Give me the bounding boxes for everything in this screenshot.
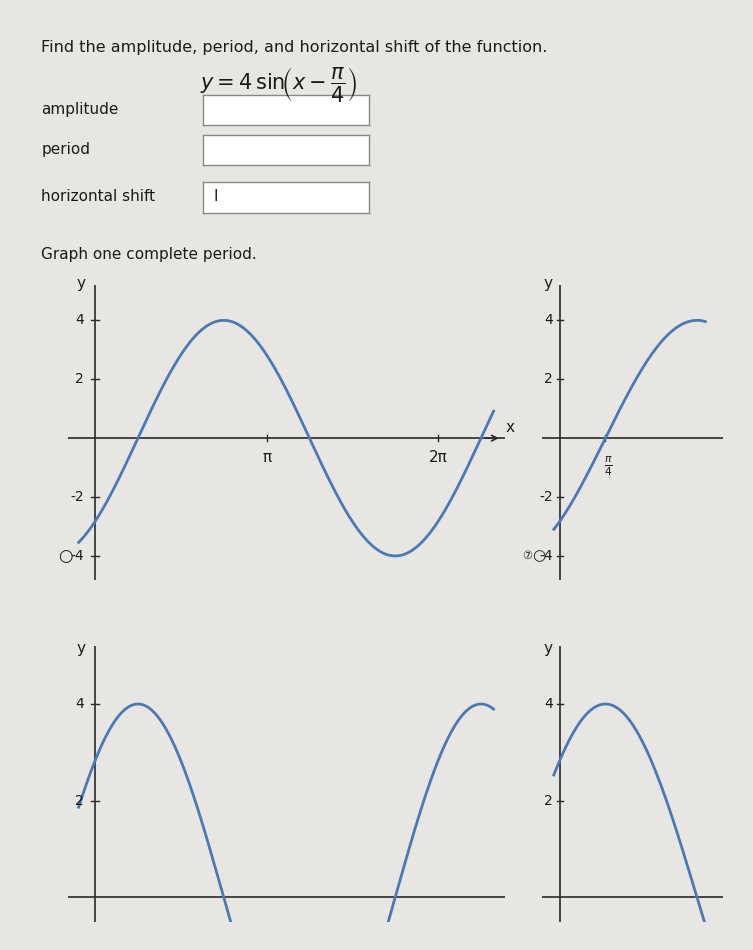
Text: -4: -4 (539, 549, 553, 563)
Text: y: y (544, 276, 553, 291)
Text: period: period (41, 142, 90, 157)
Text: ○: ○ (58, 547, 72, 565)
Text: -4: -4 (71, 549, 84, 563)
Text: y: y (77, 640, 86, 656)
Text: 2: 2 (544, 793, 553, 808)
Text: -2: -2 (71, 490, 84, 504)
Text: Find the amplitude, period, and horizontal shift of the function.: Find the amplitude, period, and horizont… (41, 40, 547, 55)
Text: -2: -2 (539, 490, 553, 504)
Text: 4: 4 (544, 314, 553, 328)
Text: ⑦: ⑦ (523, 551, 532, 560)
Text: y: y (77, 276, 86, 291)
Text: 2: 2 (75, 372, 84, 387)
Text: amplitude: amplitude (41, 102, 119, 117)
Text: I: I (213, 189, 218, 204)
Text: y: y (544, 640, 553, 656)
Text: 4: 4 (75, 697, 84, 711)
Text: π: π (262, 450, 271, 465)
Text: 4: 4 (75, 314, 84, 328)
Text: 2: 2 (544, 372, 553, 387)
Text: ○: ○ (532, 548, 546, 563)
Text: $\frac{\pi}{4}$: $\frac{\pi}{4}$ (604, 454, 613, 478)
Text: $y = 4\,\mathrm{sin}\!\left(x - \dfrac{\pi}{4}\right)$: $y = 4\,\mathrm{sin}\!\left(x - \dfrac{\… (200, 65, 357, 104)
Text: 2: 2 (75, 793, 84, 808)
Text: 4: 4 (544, 697, 553, 711)
Text: Graph one complete period.: Graph one complete period. (41, 247, 258, 262)
Text: x: x (505, 420, 514, 435)
Text: 2π: 2π (428, 450, 447, 465)
Text: horizontal shift: horizontal shift (41, 189, 156, 204)
